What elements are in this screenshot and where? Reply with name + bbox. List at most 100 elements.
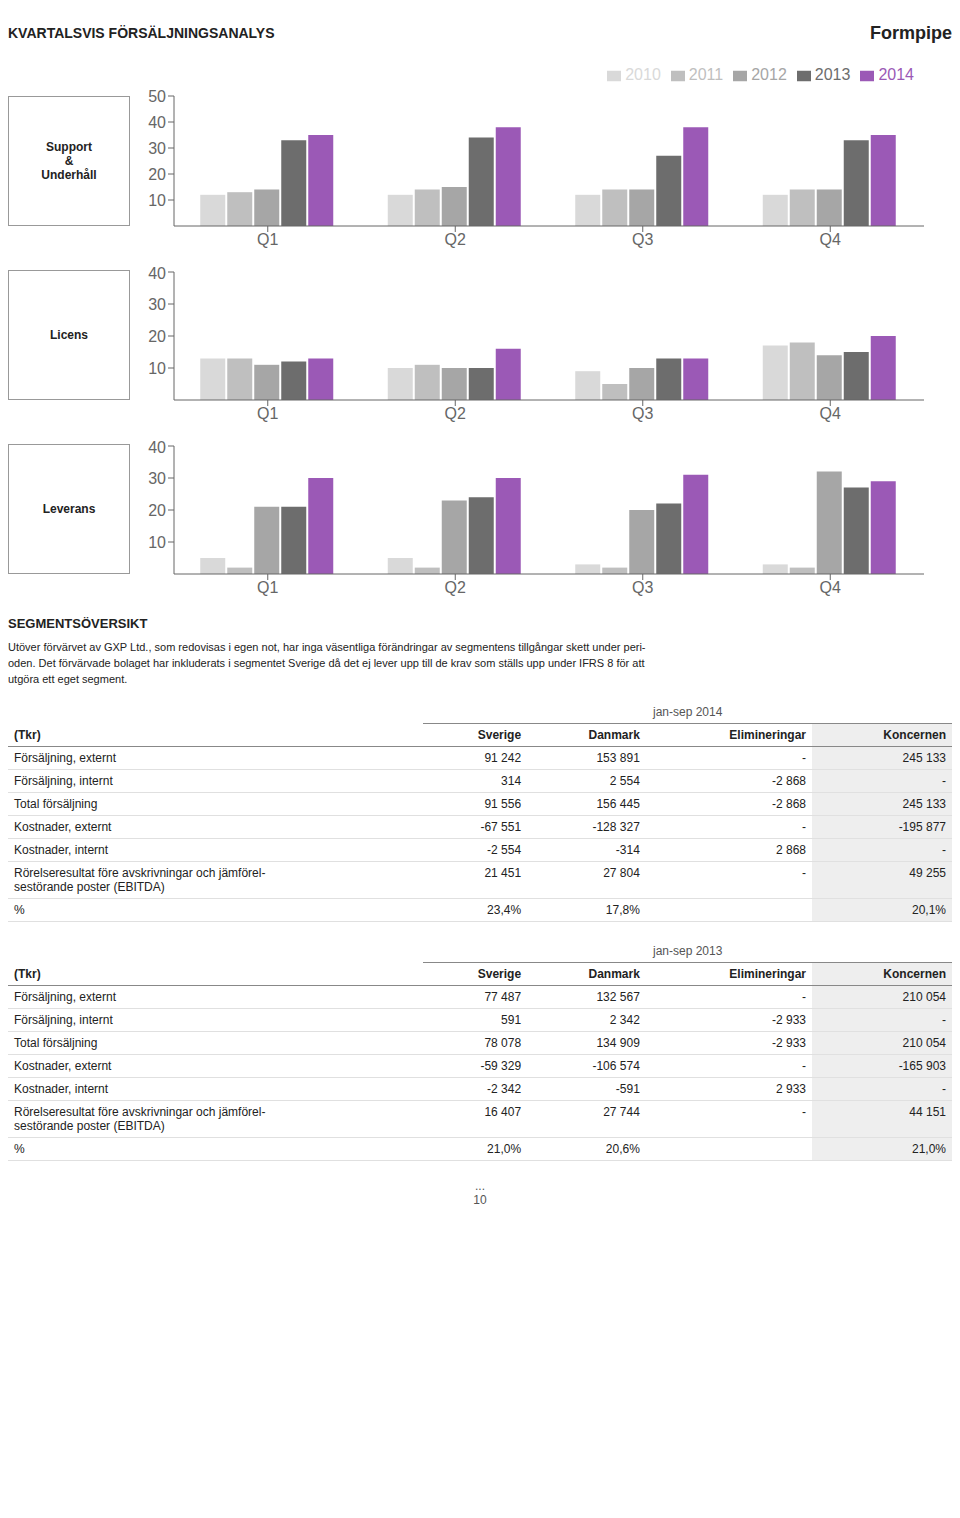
html-text:591: 591 <box>501 1013 522 1027</box>
html-text:2011: 2011 <box>688 66 724 83</box>
html-text:jan-sep 2014: jan-sep 2014 <box>653 705 723 719</box>
svg-text:10: 10 <box>148 192 166 209</box>
svg-text:Q2: Q2 <box>445 579 466 596</box>
html-text:-591: -591 <box>615 1082 640 1096</box>
html-text:SEGMENTSÖVERSIKT: SEGMENTSÖVERSIKT <box>8 616 148 631</box>
html-text:sestörande poster (EBITDA): sestörande poster (EBITDA) <box>14 880 165 894</box>
html-text:-67 551: -67 551 <box>480 820 522 834</box>
html-text:(Tkr): (Tkr) <box>14 966 41 981</box>
html-text:78 078: 78 078 <box>484 1036 522 1050</box>
svg-text:20: 20 <box>148 166 166 183</box>
html-text:Underhåll: Underhåll <box>41 168 97 182</box>
html-text:Rörelseresultat före avskrivni: Rörelseresultat före avskrivningar och j… <box>14 866 266 880</box>
html-text:21 451: 21 451 <box>484 866 522 880</box>
html-text:-59 329: -59 329 <box>480 1059 522 1073</box>
html-text:91 556: 91 556 <box>484 797 522 811</box>
svg-text:40: 40 <box>148 439 166 456</box>
html-text:Leverans: Leverans <box>42 502 96 516</box>
html-text:245 133: 245 133 <box>902 751 946 765</box>
html-text:2014: 2014 <box>878 66 914 83</box>
html-text:77 487: 77 487 <box>484 990 522 1004</box>
html-text:2013: 2013 <box>814 66 851 83</box>
html-text:153 891: 153 891 <box>596 751 640 765</box>
html-text:Danmark: Danmark <box>588 967 640 981</box>
svg-text:Q3: Q3 <box>632 405 653 422</box>
svg-text:20: 20 <box>148 502 166 519</box>
html-text:-2 342: -2 342 <box>487 1082 522 1096</box>
svg-text:30: 30 <box>148 470 166 487</box>
html-text:Elimineringar: Elimineringar <box>729 728 806 742</box>
html-text:-314: -314 <box>615 843 640 857</box>
svg-text:40: 40 <box>148 265 166 282</box>
html-text:210 054: 210 054 <box>902 990 946 1004</box>
html-text:Support: Support <box>46 140 92 154</box>
svg-text:Q4: Q4 <box>820 231 841 248</box>
html-text:2 554: 2 554 <box>609 774 640 788</box>
html-text:2010: 2010 <box>625 66 661 83</box>
html-text:Elimineringar: Elimineringar <box>729 967 806 981</box>
html-text:245 133: 245 133 <box>902 797 946 811</box>
svg-text:10: 10 <box>148 534 166 551</box>
svg-text:Q1: Q1 <box>257 231 278 248</box>
html-text:Försäljning, externt: Försäljning, externt <box>14 990 116 1004</box>
html-text:Formpipe: Formpipe <box>870 22 952 43</box>
html-text:jan-sep 2013: jan-sep 2013 <box>653 944 723 958</box>
html-text:134 909: 134 909 <box>596 1036 640 1050</box>
html-text:Försäljning, externt: Försäljning, externt <box>14 751 116 765</box>
html-text:Koncernen: Koncernen <box>883 967 946 981</box>
svg-text:10: 10 <box>148 360 166 377</box>
html-text:Total försäljning: Total försäljning <box>14 797 98 811</box>
svg-text:20: 20 <box>148 328 166 345</box>
html-text:314: 314 <box>501 774 522 788</box>
html-text:Danmark: Danmark <box>588 728 640 742</box>
html-text:210 054: 210 054 <box>902 1036 946 1050</box>
svg-text:Q1: Q1 <box>257 579 278 596</box>
html-text:Licens: Licens <box>50 328 88 342</box>
html-text:49 255: 49 255 <box>909 866 946 880</box>
html-text:Försäljning, internt: Försäljning, internt <box>14 1013 113 1027</box>
html-text:Kostnader, internt: Kostnader, internt <box>14 843 109 857</box>
svg-text:Q2: Q2 <box>445 231 466 248</box>
html-text:2012: 2012 <box>751 66 787 83</box>
svg-text:Q2: Q2 <box>445 405 466 422</box>
html-text:-2 868: -2 868 <box>772 774 806 788</box>
html-text:-165 903: -165 903 <box>898 1059 946 1073</box>
html-text:-2 868: -2 868 <box>772 797 806 811</box>
svg-text:30: 30 <box>148 140 166 157</box>
html-text:Total försäljning: Total försäljning <box>14 1036 98 1050</box>
html-text:Försäljning, internt: Försäljning, internt <box>14 774 113 788</box>
html-text:-106 574: -106 574 <box>592 1059 640 1073</box>
html-text:Rörelseresultat före avskrivni: Rörelseresultat före avskrivningar och j… <box>14 1105 266 1119</box>
svg-text:Q1: Q1 <box>257 405 278 422</box>
svg-text:50: 50 <box>148 88 166 105</box>
html-text:2 342: 2 342 <box>609 1013 640 1027</box>
svg-text:Q3: Q3 <box>632 579 653 596</box>
html-text:17,8%: 17,8% <box>605 903 640 917</box>
svg-text:Q3: Q3 <box>632 231 653 248</box>
html-text:-2 933: -2 933 <box>772 1036 806 1050</box>
html-text:2 933: 2 933 <box>776 1082 806 1096</box>
html-text:Sverige: Sverige <box>477 728 522 742</box>
svg-text:Q4: Q4 <box>820 405 841 422</box>
svg-text:30: 30 <box>148 296 166 313</box>
html-text:91 242: 91 242 <box>484 751 522 765</box>
html-text:-128 327: -128 327 <box>592 820 640 834</box>
html-text:-195 877: -195 877 <box>898 820 946 834</box>
html-text:2 868: 2 868 <box>776 843 806 857</box>
html-text:-2 933: -2 933 <box>772 1013 806 1027</box>
html-text:Sverige: Sverige <box>477 967 522 981</box>
html-text:KVARTALSVIS FÖRSÄLJNINGSANALYS: KVARTALSVIS FÖRSÄLJNINGSANALYS <box>8 25 275 41</box>
html-text:Kostnader, externt: Kostnader, externt <box>14 1059 112 1073</box>
html-text:-2 554: -2 554 <box>487 843 522 857</box>
html-text:20,1%: 20,1% <box>912 903 946 917</box>
html-text:Koncernen: Koncernen <box>883 728 946 742</box>
html-text:27 804: 27 804 <box>603 866 640 880</box>
html-text:(Tkr): (Tkr) <box>14 727 41 742</box>
html-text:23,4%: 23,4% <box>487 903 522 917</box>
html-text:132 567: 132 567 <box>596 990 640 1004</box>
html-text:Kostnader, externt: Kostnader, externt <box>14 820 112 834</box>
html-text:156 445: 156 445 <box>596 797 640 811</box>
svg-text:40: 40 <box>148 114 166 131</box>
html-text:Kostnader, internt: Kostnader, internt <box>14 1082 109 1096</box>
svg-text:Q4: Q4 <box>820 579 841 596</box>
